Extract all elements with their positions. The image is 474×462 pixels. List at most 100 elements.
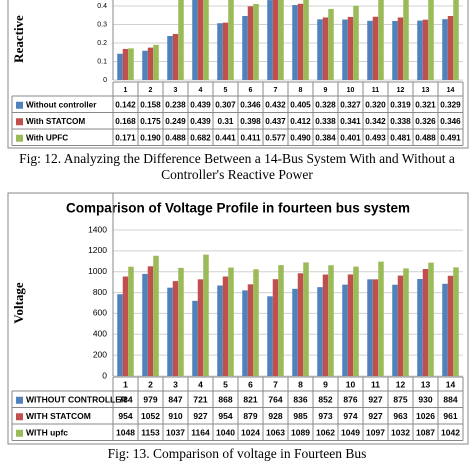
data-label: 879 <box>243 411 257 421</box>
legend-swatch <box>16 429 23 437</box>
data-label: 1052 <box>141 411 160 421</box>
data-label: 764 <box>268 395 282 405</box>
legend-label: With UPFC <box>26 133 68 142</box>
data-label: 0.441 <box>215 133 236 142</box>
bar <box>247 284 254 376</box>
x-tick-label: 8 <box>298 379 303 389</box>
bar <box>122 48 129 80</box>
legend-swatch <box>16 118 23 126</box>
bar <box>172 281 179 376</box>
bar <box>178 0 184 80</box>
bar <box>278 0 284 80</box>
bar <box>197 279 204 376</box>
bar <box>142 273 148 376</box>
bar <box>153 255 159 376</box>
data-label: 974 <box>343 411 357 421</box>
y-tick-label: 800 <box>93 287 107 297</box>
data-label: 1089 <box>291 428 310 438</box>
y-tick-label: 1400 <box>88 224 107 234</box>
data-label: 1062 <box>316 428 335 438</box>
bar <box>372 279 379 376</box>
data-label: 0.190 <box>140 133 161 142</box>
data-label: 1026 <box>416 411 435 421</box>
data-label: 1040 <box>216 428 235 438</box>
bar <box>322 274 329 376</box>
bar <box>447 15 454 80</box>
bar <box>347 274 354 376</box>
data-label: 0.398 <box>240 117 261 126</box>
data-label: 0.342 <box>365 117 386 126</box>
data-label: 0.432 <box>265 100 286 109</box>
bar <box>167 35 173 80</box>
bar <box>353 266 359 376</box>
data-label: 836 <box>293 395 307 405</box>
data-label: 927 <box>368 395 382 405</box>
data-label: 0.493 <box>365 133 386 142</box>
legend-label: Without controller <box>26 100 97 109</box>
x-tick-label: 9 <box>323 379 328 389</box>
data-label: 0.307 <box>215 100 236 109</box>
x-tick-label: 9 <box>324 87 328 94</box>
data-label: 0.346 <box>440 117 461 126</box>
y-tick-label: 0.3 <box>97 21 107 28</box>
bar <box>392 284 398 376</box>
x-tick-label: 2 <box>149 87 153 94</box>
data-label: 0.328 <box>315 100 336 109</box>
data-label: 1097 <box>366 428 385 438</box>
bar <box>297 3 304 80</box>
data-label: 0.319 <box>390 100 411 109</box>
bar <box>222 276 229 376</box>
bar <box>217 23 223 80</box>
data-label: 954 <box>118 411 132 421</box>
y-tick-label: 0 <box>102 370 107 380</box>
bar <box>303 262 309 376</box>
data-label: 0.158 <box>140 100 161 109</box>
bar <box>172 33 179 80</box>
data-label: 884 <box>443 395 457 405</box>
bar <box>247 6 254 80</box>
x-tick-label: 1 <box>124 87 128 94</box>
legend-swatch <box>16 101 23 109</box>
bar <box>378 261 384 376</box>
data-label: 1032 <box>391 428 410 438</box>
bar <box>242 290 248 376</box>
data-label: 876 <box>343 395 357 405</box>
data-label: 0.31 <box>218 117 234 126</box>
data-label: 927 <box>368 411 382 421</box>
y-tick-label: 400 <box>93 329 107 339</box>
y-tick-label: 1200 <box>88 245 107 255</box>
bar <box>397 275 404 376</box>
bar <box>422 269 429 376</box>
data-label: 0.238 <box>165 100 186 109</box>
data-label: 847 <box>168 395 182 405</box>
x-tick-label: 7 <box>274 87 278 94</box>
bar <box>322 17 329 80</box>
y-tick-label: 0.1 <box>97 58 107 65</box>
x-tick-label: 3 <box>173 379 178 389</box>
data-label: 0.488 <box>165 133 186 142</box>
bar <box>342 284 348 376</box>
data-label: 0.338 <box>315 117 336 126</box>
x-tick-label: 6 <box>249 87 253 94</box>
bar <box>342 19 348 80</box>
data-label: 0.171 <box>115 133 136 142</box>
bar <box>292 288 298 376</box>
data-label: 0.682 <box>190 133 211 142</box>
data-label: 0.326 <box>415 117 436 126</box>
bar <box>117 294 123 376</box>
x-tick-label: 10 <box>346 379 356 389</box>
data-label: 954 <box>218 411 232 421</box>
data-label: 0.338 <box>390 117 411 126</box>
bar <box>278 265 284 376</box>
bar <box>203 254 209 376</box>
chart-frame <box>7 0 469 149</box>
x-tick-label: 7 <box>273 379 278 389</box>
bar <box>128 266 134 376</box>
data-label: 0.321 <box>415 100 436 109</box>
y-tick-label: 0.4 <box>97 3 107 10</box>
x-tick-label: 5 <box>223 379 228 389</box>
bar <box>372 16 379 80</box>
bar <box>403 0 409 80</box>
bar <box>142 50 148 80</box>
data-label: 979 <box>143 395 157 405</box>
